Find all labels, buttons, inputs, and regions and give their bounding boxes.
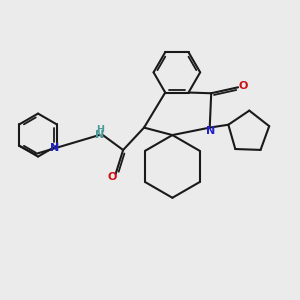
Text: N: N	[206, 126, 215, 136]
Text: O: O	[239, 81, 248, 91]
Text: O: O	[108, 172, 117, 182]
Text: N: N	[50, 143, 59, 153]
Text: H: H	[96, 125, 104, 134]
Text: N: N	[94, 130, 104, 140]
